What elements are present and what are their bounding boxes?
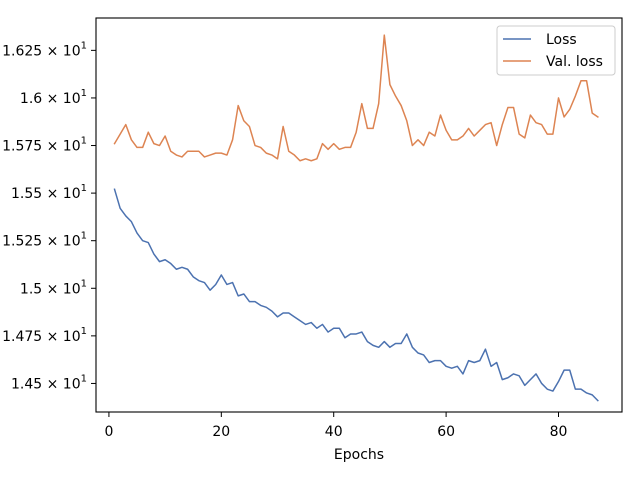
- y-tick-label: 1.5 × 101: [20, 278, 87, 297]
- x-axis: 0 20 40 60 80: [104, 412, 567, 440]
- series-layer: [113, 34, 599, 402]
- x-tick-label: 60: [437, 424, 455, 440]
- series-line-loss: [113, 188, 599, 402]
- legend-label-loss: Loss: [546, 32, 577, 48]
- y-tick-label: 1.575 × 101: [2, 136, 87, 155]
- y-tick-label: 1.475 × 101: [2, 326, 87, 345]
- legend-label-val-loss: Val. loss: [546, 54, 603, 70]
- y-tick-label: 1.625 × 101: [2, 40, 87, 59]
- y-axis: 1.45 × 101 1.475 × 101 1.5 × 101 1.525 × 10…: [2, 40, 96, 392]
- x-axis-title: Epochs: [334, 447, 384, 463]
- y-tick-label: 1.525 × 101: [2, 231, 87, 250]
- y-tick-label: 1.45 × 101: [11, 373, 87, 392]
- series-line-val-loss: [113, 34, 599, 162]
- y-tick-label: 1.6 × 101: [20, 88, 87, 107]
- legend: Loss Val. loss: [496, 25, 616, 76]
- x-tick-label: 0: [104, 424, 113, 440]
- y-tick-label: 1.55 × 101: [11, 183, 87, 202]
- plot-frame: [95, 17, 623, 413]
- x-tick-label: 20: [212, 424, 230, 440]
- x-tick-label: 80: [550, 424, 568, 440]
- x-tick-label: 40: [325, 424, 343, 440]
